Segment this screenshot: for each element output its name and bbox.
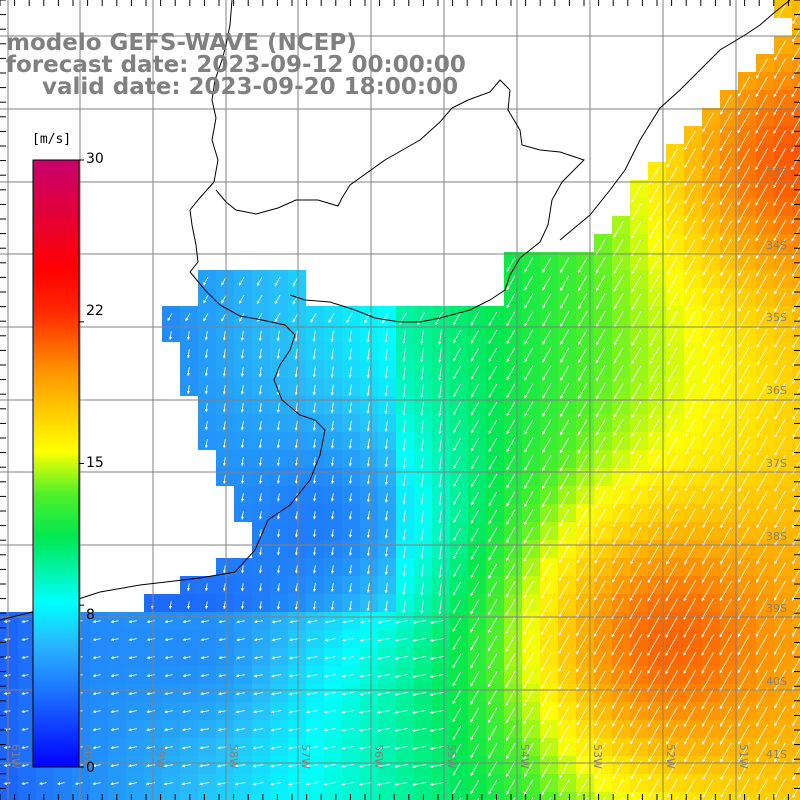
latitude-label: 37S (766, 457, 787, 470)
wind-cell (792, 702, 800, 720)
longitude-label: 55W (445, 744, 458, 769)
wind-cell (270, 792, 288, 800)
wind-cell (792, 324, 800, 342)
wind-cell (252, 792, 270, 800)
wind-cell (792, 522, 800, 540)
wind-cell (792, 126, 800, 144)
longitude-label: 57W (299, 744, 312, 769)
wind-cell (378, 792, 396, 800)
wind-cell (90, 792, 108, 800)
wind-cell (576, 792, 594, 800)
latitude-label: 40S (766, 675, 787, 688)
wind-cell (792, 504, 800, 522)
wind-cell (792, 396, 800, 414)
wind-cell (792, 216, 800, 234)
wind-cell (792, 594, 800, 612)
colorbar-tick-15: 15 (86, 455, 104, 471)
wind-cell (792, 252, 800, 270)
wind-cell (324, 792, 342, 800)
latitude-label: 38S (766, 530, 787, 543)
wind-cell (666, 792, 684, 800)
wind-cell (792, 432, 800, 450)
wind-cell (558, 792, 576, 800)
wind-cell (792, 144, 800, 162)
colorbar-tick-8: 8 (86, 607, 95, 623)
longitude-label: 52W (664, 744, 677, 769)
wind-cell (738, 792, 756, 800)
wind-cell (792, 720, 800, 738)
wind-cell (180, 792, 198, 800)
colorbar-tick-30: 30 (86, 151, 104, 167)
wind-cell (792, 468, 800, 486)
wind-cell (360, 792, 378, 800)
wind-cell (792, 360, 800, 378)
latitude-label: 39S (766, 602, 787, 615)
wind-cell (792, 774, 800, 792)
wind-cell (792, 72, 800, 90)
wind-cell (702, 792, 720, 800)
wind-cell (468, 792, 486, 800)
wind-cell (792, 180, 800, 198)
valid-date: valid date: 2023-09-20 18:00:00 (42, 74, 459, 100)
colorbar-unit: [m/s] (32, 132, 72, 147)
colorbar (32, 159, 80, 768)
longitude-label: 58W (227, 744, 240, 769)
latitude-label: 33S (766, 166, 787, 179)
wind-cell (792, 306, 800, 324)
longitude-label: 61W (9, 744, 22, 769)
wind-cell (792, 486, 800, 504)
wind-cell (792, 342, 800, 360)
wind-cell (792, 738, 800, 756)
wind-cell (792, 540, 800, 558)
wind-cell (594, 792, 612, 800)
wind-cell (234, 792, 252, 800)
wind-cell (432, 792, 450, 800)
wind-cell (162, 792, 180, 800)
colorbar-tick-22: 22 (86, 303, 104, 319)
wind-cell (792, 36, 800, 54)
wind-cell (792, 0, 800, 18)
wind-cell (36, 792, 54, 800)
wind-cell (792, 198, 800, 216)
wind-cell (792, 54, 800, 72)
wind-cell (792, 666, 800, 684)
wind-cell (792, 450, 800, 468)
wind-cell (504, 792, 522, 800)
latitude-label: 36S (766, 384, 787, 397)
latitude-label: 41S (766, 748, 787, 761)
wind-cell (126, 792, 144, 800)
wind-cell (792, 234, 800, 252)
wind-cell (792, 576, 800, 594)
wind-cell (342, 792, 360, 800)
longitude-label: 54W (518, 744, 531, 769)
wind-cell (792, 630, 800, 648)
wind-cell (0, 792, 18, 800)
wind-cell (792, 90, 800, 108)
latitude-label: 35S (766, 311, 787, 324)
wind-cell (792, 162, 800, 180)
wind-cell (792, 288, 800, 306)
wind-cell (198, 792, 216, 800)
wind-cell (54, 792, 72, 800)
wind-cell (792, 558, 800, 576)
wind-cell (630, 792, 648, 800)
wind-cell (792, 684, 800, 702)
wind-cell (792, 270, 800, 288)
wind-cell (288, 792, 306, 800)
wind-cell (792, 378, 800, 396)
longitude-label: 53W (591, 744, 604, 769)
colorbar-tick-0: 0 (86, 760, 95, 776)
longitude-label: 56W (372, 744, 385, 769)
longitude-label: 59W (154, 744, 167, 769)
latitude-label: 34S (766, 239, 787, 252)
wind-cell (792, 18, 800, 36)
longitude-label: 51W (737, 744, 750, 769)
wind-cell (396, 792, 414, 800)
wind-cell (18, 792, 36, 800)
wind-cell (792, 612, 800, 630)
